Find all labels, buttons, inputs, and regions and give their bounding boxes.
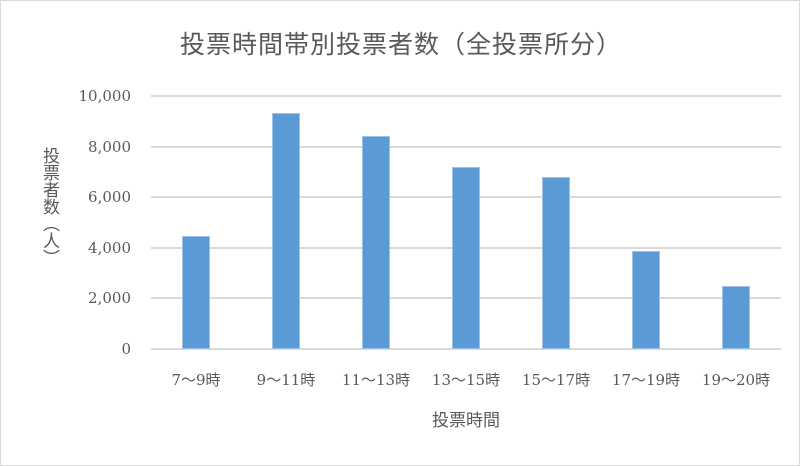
x-axis-label: 投票時間	[432, 411, 500, 431]
x-tick-label: 9～11時	[256, 371, 316, 389]
gridline	[151, 348, 781, 350]
bar[interactable]	[722, 286, 750, 349]
chart-title: 投票時間帯別投票者数（全投票所分）	[179, 30, 622, 59]
x-tick-label: 15～17時	[521, 371, 591, 389]
bar[interactable]	[362, 135, 390, 349]
y-tick-label: 8,000	[88, 137, 131, 156]
bar[interactable]	[632, 251, 660, 349]
bar[interactable]	[182, 235, 210, 349]
y-tick-label: 6,000	[88, 188, 131, 207]
bar[interactable]	[452, 167, 480, 349]
bar[interactable]	[272, 112, 300, 349]
y-tick-label: 4,000	[88, 238, 131, 257]
x-tick-label: 7～9時	[171, 371, 221, 389]
bar[interactable]	[542, 176, 570, 349]
gridline	[151, 95, 781, 97]
x-tick-label: 17～19時	[611, 371, 681, 389]
x-tick-label: 13～15時	[431, 371, 501, 389]
y-tick-label: 0	[121, 340, 131, 358]
gridline	[151, 145, 781, 148]
y-tick-label: 10,000	[78, 87, 132, 105]
x-tick-label: 11～13時	[341, 371, 411, 389]
y-tick-label: 2,000	[88, 289, 131, 308]
x-tick-label: 19～20時	[701, 371, 771, 389]
y-axis-label: 投票者数（人）	[39, 147, 59, 266]
plot-area	[151, 95, 781, 350]
